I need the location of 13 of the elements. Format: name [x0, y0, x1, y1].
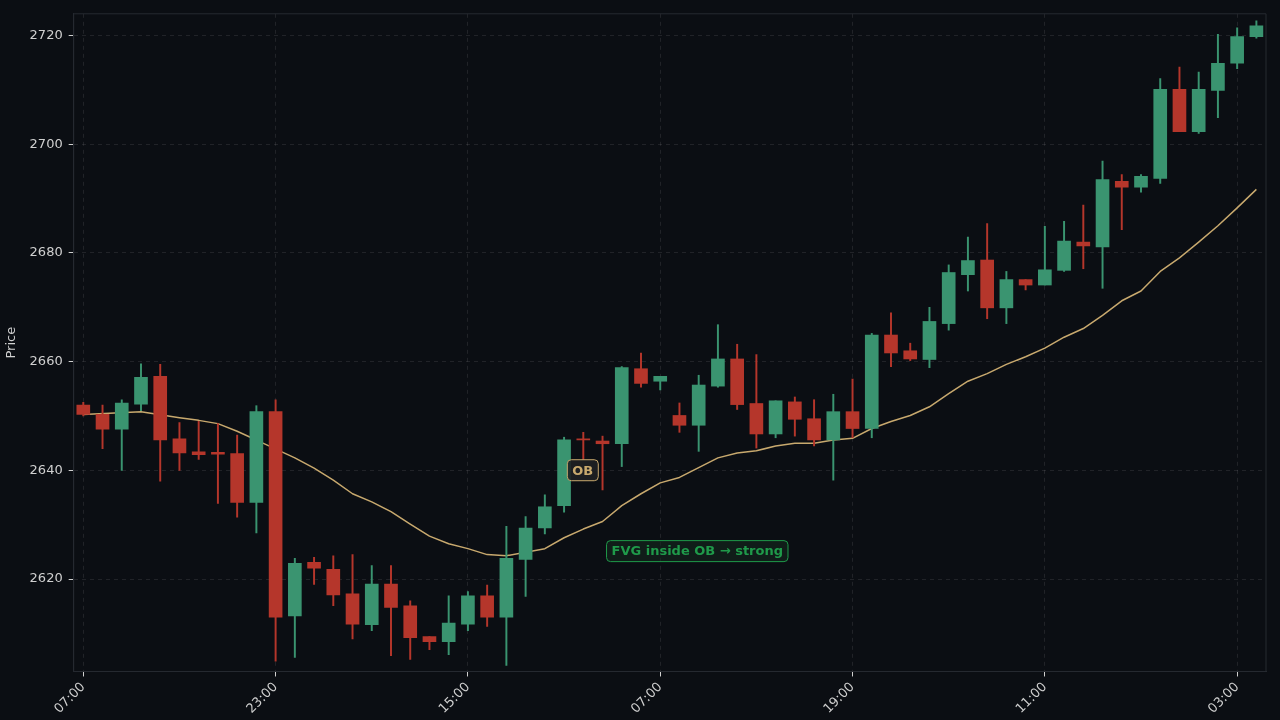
candlestick: [191, 421, 206, 460]
y-tick-label: 2720: [29, 26, 63, 42]
y-tick-label: 2620: [29, 570, 63, 586]
candlestick: [1114, 174, 1129, 230]
y-tick-label: 2680: [29, 244, 63, 260]
annotation: FVG inside OB → strong: [611, 543, 783, 559]
annotation: OB: [572, 462, 594, 478]
y-tick-label: 2660: [29, 353, 63, 369]
y-axis-title: Price: [3, 326, 19, 359]
candlestick: [1076, 204, 1091, 270]
y-tick-label: 2700: [29, 135, 63, 151]
candlestick: [211, 423, 225, 504]
y-tick-label: 2640: [29, 461, 63, 477]
